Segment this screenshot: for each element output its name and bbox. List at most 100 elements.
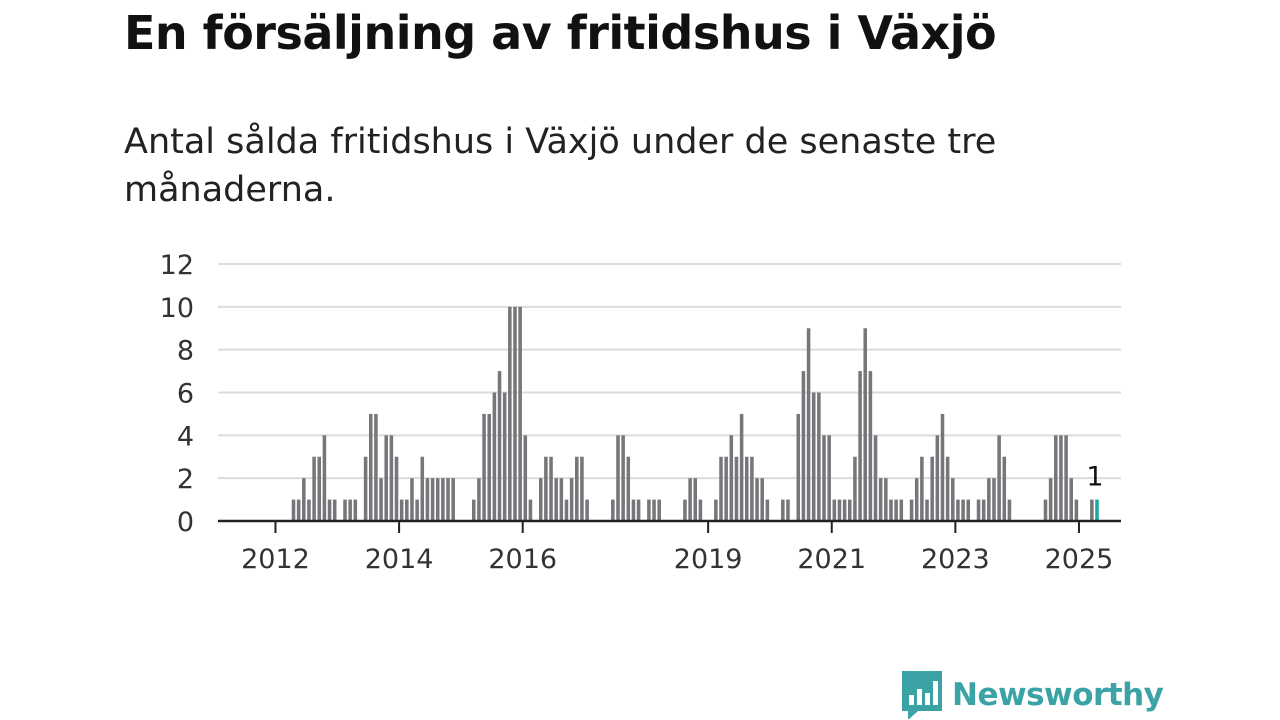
bar [492,392,497,521]
bar [389,435,394,521]
bar [997,435,1001,521]
bar [853,456,857,521]
bar [976,499,981,521]
newsworthy-logo-icon [902,671,942,719]
bar [817,392,821,521]
bar [564,499,569,521]
bar [575,456,579,521]
bar [1074,499,1079,521]
bar [472,499,476,521]
bar [513,306,517,521]
bar [379,478,383,521]
bar [961,499,965,521]
bar [1054,435,1058,521]
bar [523,435,528,521]
bar [569,478,574,521]
bar [868,371,873,521]
bar [945,456,950,521]
bar [538,478,543,521]
x-tick-label: 2021 [797,544,866,575]
x-tick-label: 2023 [921,544,990,575]
bar [951,478,955,521]
bar [714,499,718,521]
bar [544,456,548,521]
y-tick-label: 6 [177,379,194,410]
bar [307,499,311,521]
bar [1048,478,1053,521]
bar [806,328,811,521]
bar [724,456,728,521]
brand-logo: Newsworthy [902,670,1164,720]
bar [981,499,986,521]
bar [863,328,867,521]
bar [616,435,620,521]
bar [940,413,945,521]
bar [760,478,764,521]
bar [1059,435,1063,521]
bar [502,392,507,521]
bar [636,499,641,521]
bar [322,435,327,521]
y-tick-label: 0 [177,507,194,538]
bar [744,456,749,521]
bar [626,456,631,521]
bar [554,478,558,521]
bar [729,435,734,521]
bar [399,499,404,521]
bar [878,478,883,521]
bar [811,392,816,521]
bar [739,413,744,521]
bar [657,499,661,521]
highlight-bar [1095,499,1099,521]
bar [497,371,502,521]
bar [482,413,486,521]
bar [688,478,692,521]
bar [585,499,589,521]
bar [518,306,522,521]
bar [786,499,790,521]
bar [446,478,450,521]
bar [796,413,801,521]
bar [827,435,831,521]
bar [858,371,862,521]
bar [652,499,656,521]
bar [394,456,399,521]
bar [487,413,491,521]
bar [1069,478,1074,521]
bar [781,499,785,521]
bar [549,456,553,521]
bar [441,478,445,521]
bar [1007,499,1012,521]
bar [832,499,837,521]
bar [719,456,723,521]
bar [327,499,332,521]
bar [693,478,698,521]
bar [920,456,924,521]
bar [899,499,904,521]
bar [580,456,584,521]
bar [1002,456,1007,521]
bar [425,478,430,521]
bar [528,499,533,521]
bar [631,499,636,521]
bar [873,435,878,521]
bar [451,478,455,521]
bar [348,499,352,521]
bar [966,499,971,521]
bar [698,499,703,521]
x-tick-label: 2012 [241,544,310,575]
bar [415,499,419,521]
bar [956,499,960,521]
x-tick-label: 2016 [488,544,557,575]
bar [992,478,996,521]
page-title: En försäljning av fritidshus i Växjö [124,6,997,60]
bar [611,499,615,521]
bar [317,456,322,521]
bar [889,499,893,521]
bar [312,456,316,521]
bar [822,435,826,521]
bar [842,499,847,521]
y-tick-label: 8 [177,336,194,367]
bar [647,499,651,521]
bar [368,413,373,521]
